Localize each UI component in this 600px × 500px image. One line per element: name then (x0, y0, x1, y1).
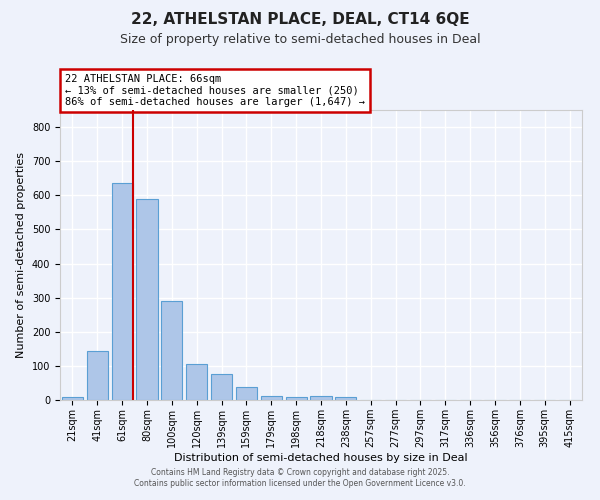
Bar (186, 364, 207, 400)
Bar (136, 198, 158, 400)
X-axis label: Distribution of semi-detached houses by size in Deal: Distribution of semi-detached houses by … (174, 452, 468, 462)
Bar (286, 396, 307, 400)
Bar (211, 374, 232, 400)
Bar (310, 396, 332, 400)
Bar (261, 396, 282, 400)
Text: Contains HM Land Registry data © Crown copyright and database right 2025.
Contai: Contains HM Land Registry data © Crown c… (134, 468, 466, 487)
Bar (62, 396, 83, 400)
Bar (335, 398, 356, 400)
Text: 22 ATHELSTAN PLACE: 66sqm
← 13% of semi-detached houses are smaller (250)
86% of: 22 ATHELSTAN PLACE: 66sqm ← 13% of semi-… (65, 74, 365, 107)
Bar (112, 184, 133, 400)
Bar (161, 301, 182, 400)
Text: Size of property relative to semi-detached houses in Deal: Size of property relative to semi-detach… (119, 32, 481, 46)
Bar (87, 350, 108, 400)
Y-axis label: Number of semi-detached properties: Number of semi-detached properties (16, 152, 26, 358)
Bar (236, 387, 257, 400)
Text: 22, ATHELSTAN PLACE, DEAL, CT14 6QE: 22, ATHELSTAN PLACE, DEAL, CT14 6QE (131, 12, 469, 28)
